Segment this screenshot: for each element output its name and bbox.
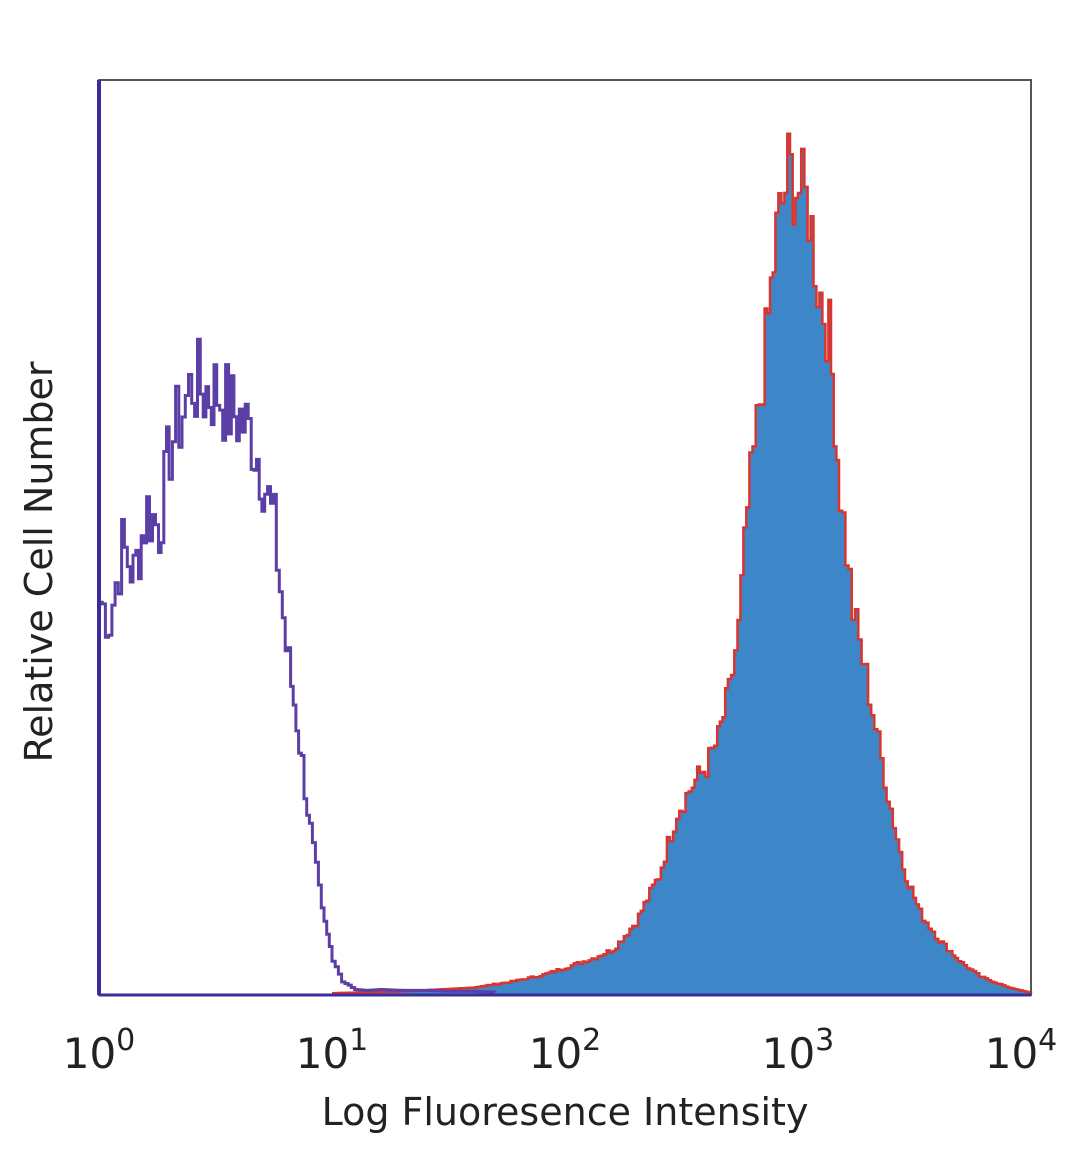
y-axis-label: Relative Cell Number	[17, 361, 61, 762]
x-tick-label: 101	[296, 1023, 369, 1078]
plot-area	[97, 79, 1033, 997]
series-outline-stained	[332, 132, 1033, 995]
x-tick-label: 102	[529, 1023, 602, 1078]
series-fill-stained	[332, 133, 1031, 995]
x-axis-label: Log Fluoresence Intensity	[322, 1090, 809, 1134]
series-outline-control	[99, 337, 497, 994]
x-tick-labels: 100 101 102 103 104	[63, 1023, 1058, 1078]
x-tick-label: 103	[762, 1023, 835, 1078]
x-tick-label: 100	[63, 1023, 136, 1078]
x-tick-label: 104	[985, 1023, 1058, 1078]
